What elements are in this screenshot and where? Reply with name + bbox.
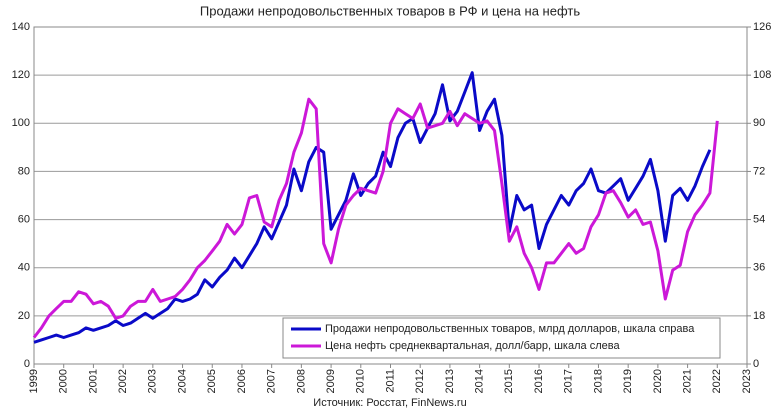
y2-tick-label: 54 [753, 213, 765, 225]
legend-label: Продажи непродовольственных товаров, млр… [325, 323, 695, 335]
x-tick-label: 2022 [711, 369, 723, 393]
x-tick-label: 2011 [384, 369, 396, 393]
y-tick-label: 100 [12, 117, 30, 129]
y2-tick-label: 18 [753, 310, 765, 322]
y2-tick-label: 108 [753, 69, 771, 81]
y2-tick-label: 90 [753, 117, 765, 129]
series-line [32, 97, 719, 339]
x-tick-label: 2000 [58, 369, 70, 393]
x-tick-label: 2004 [176, 369, 188, 393]
x-tick-label: 2023 [741, 369, 753, 393]
y2-tick-label: 72 [753, 165, 765, 177]
x-tick-label: 2010 [355, 369, 367, 393]
y2-tick-label: 126 [753, 21, 771, 33]
x-tick-label: 1999 [28, 369, 40, 393]
plot-frame [33, 26, 748, 365]
x-tick-label: 2017 [563, 369, 575, 393]
legend-label: Цена нефть среднеквартальная, долл/барр,… [325, 340, 620, 352]
x-tick-label: 2008 [295, 369, 307, 393]
x-tick-label: 2003 [147, 369, 159, 393]
y-tick-label: 80 [18, 165, 30, 177]
x-tick-label: 2006 [236, 369, 248, 393]
source: Источник: Росстат, FinNews.ru [313, 397, 466, 409]
x-tick-label: 2021 [681, 369, 693, 393]
x-tick-label: 2016 [533, 369, 545, 393]
x-tick-label: 2001 [87, 369, 99, 393]
x-tick-label: 2005 [206, 369, 218, 393]
x-tick-label: 2019 [622, 369, 634, 393]
series-line [33, 71, 712, 344]
chart-title: Продажи непродовольственных товаров в РФ… [200, 3, 580, 18]
y2-tick-label: 36 [753, 262, 765, 274]
y-tick-label: 140 [12, 21, 30, 33]
legend-box [282, 317, 721, 359]
y-tick-label: 120 [12, 69, 30, 81]
x-tick-label: 2012 [414, 369, 426, 393]
y-tick-label: 40 [18, 262, 30, 274]
y2-tick-label: 0 [753, 358, 759, 370]
y-tick-label: 0 [24, 358, 30, 370]
x-tick-label: 2013 [444, 369, 456, 393]
y-tick-label: 20 [18, 310, 30, 322]
x-tick-label: 2015 [503, 369, 515, 393]
x-tick-label: 2009 [325, 369, 337, 393]
x-tick-label: 2020 [652, 369, 664, 393]
x-tick-label: 2014 [474, 369, 486, 393]
y-tick-label: 60 [18, 213, 30, 225]
x-tick-label: 2018 [592, 369, 604, 393]
x-tick-label: 2007 [266, 369, 278, 393]
x-tick-label: 2002 [117, 369, 129, 393]
